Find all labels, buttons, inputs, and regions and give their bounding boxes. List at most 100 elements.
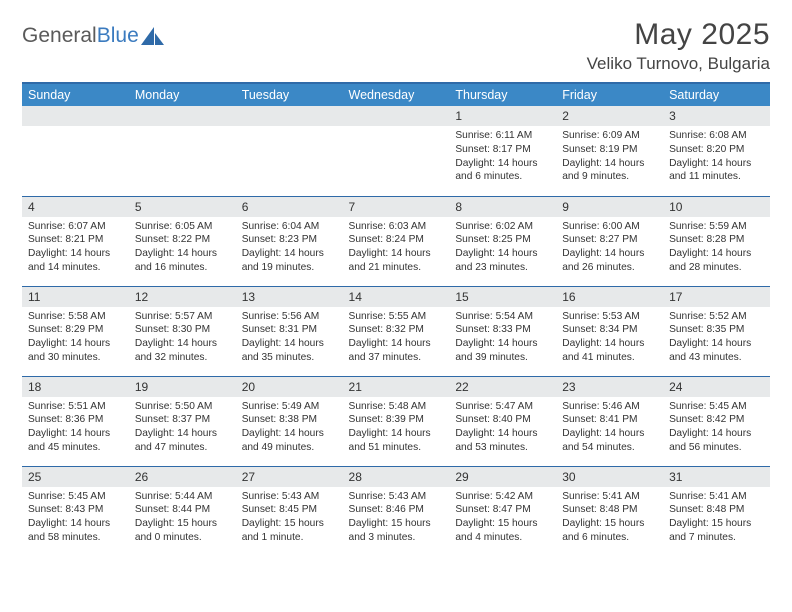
day-d1: Daylight: 15 hours [135, 517, 230, 531]
day-body: Sunrise: 5:42 AMSunset: 8:47 PMDaylight:… [449, 487, 556, 549]
day-d1: Daylight: 14 hours [562, 337, 657, 351]
day-d2: and 30 minutes. [28, 351, 123, 365]
calendar-day-cell: 12Sunrise: 5:57 AMSunset: 8:30 PMDayligh… [129, 286, 236, 376]
day-body: Sunrise: 5:47 AMSunset: 8:40 PMDaylight:… [449, 397, 556, 459]
day-sr: Sunrise: 5:47 AM [455, 400, 550, 414]
calendar-day-cell: 8Sunrise: 6:02 AMSunset: 8:25 PMDaylight… [449, 196, 556, 286]
weekday-header: Wednesday [343, 84, 450, 106]
calendar-day-cell: 7Sunrise: 6:03 AMSunset: 8:24 PMDaylight… [343, 196, 450, 286]
day-number [236, 106, 343, 126]
day-d1: Daylight: 14 hours [28, 427, 123, 441]
day-sr: Sunrise: 5:55 AM [349, 310, 444, 324]
day-sr: Sunrise: 6:02 AM [455, 220, 550, 234]
day-d2: and 49 minutes. [242, 441, 337, 455]
calendar-day-cell [343, 106, 450, 196]
day-sr: Sunrise: 6:07 AM [28, 220, 123, 234]
day-d2: and 3 minutes. [349, 531, 444, 545]
day-d1: Daylight: 14 hours [669, 157, 764, 171]
day-d2: and 54 minutes. [562, 441, 657, 455]
day-sr: Sunrise: 6:11 AM [455, 129, 550, 143]
weekday-header: Saturday [663, 84, 770, 106]
day-ss: Sunset: 8:42 PM [669, 413, 764, 427]
day-number [343, 106, 450, 126]
calendar-day-cell: 6Sunrise: 6:04 AMSunset: 8:23 PMDaylight… [236, 196, 343, 286]
day-body: Sunrise: 5:53 AMSunset: 8:34 PMDaylight:… [556, 307, 663, 369]
day-sr: Sunrise: 5:41 AM [562, 490, 657, 504]
day-d1: Daylight: 14 hours [135, 337, 230, 351]
day-number: 12 [129, 287, 236, 307]
day-ss: Sunset: 8:40 PM [455, 413, 550, 427]
calendar-day-cell: 20Sunrise: 5:49 AMSunset: 8:38 PMDayligh… [236, 376, 343, 466]
weekday-header: Friday [556, 84, 663, 106]
day-number: 25 [22, 467, 129, 487]
day-sr: Sunrise: 5:43 AM [242, 490, 337, 504]
day-d2: and 56 minutes. [669, 441, 764, 455]
day-body: Sunrise: 5:56 AMSunset: 8:31 PMDaylight:… [236, 307, 343, 369]
calendar-header-row: SundayMondayTuesdayWednesdayThursdayFrid… [22, 84, 770, 106]
day-sr: Sunrise: 5:49 AM [242, 400, 337, 414]
day-d2: and 19 minutes. [242, 261, 337, 275]
calendar-day-cell: 25Sunrise: 5:45 AMSunset: 8:43 PMDayligh… [22, 466, 129, 556]
day-body: Sunrise: 5:57 AMSunset: 8:30 PMDaylight:… [129, 307, 236, 369]
day-d2: and 23 minutes. [455, 261, 550, 275]
day-ss: Sunset: 8:31 PM [242, 323, 337, 337]
calendar-day-cell: 28Sunrise: 5:43 AMSunset: 8:46 PMDayligh… [343, 466, 450, 556]
calendar-day-cell: 30Sunrise: 5:41 AMSunset: 8:48 PMDayligh… [556, 466, 663, 556]
calendar-day-cell: 13Sunrise: 5:56 AMSunset: 8:31 PMDayligh… [236, 286, 343, 376]
day-d1: Daylight: 14 hours [28, 247, 123, 261]
weekday-header: Sunday [22, 84, 129, 106]
day-d1: Daylight: 15 hours [669, 517, 764, 531]
day-body: Sunrise: 5:45 AMSunset: 8:43 PMDaylight:… [22, 487, 129, 549]
day-body: Sunrise: 5:51 AMSunset: 8:36 PMDaylight:… [22, 397, 129, 459]
calendar-day-cell: 29Sunrise: 5:42 AMSunset: 8:47 PMDayligh… [449, 466, 556, 556]
day-number: 27 [236, 467, 343, 487]
day-number: 11 [22, 287, 129, 307]
day-ss: Sunset: 8:43 PM [28, 503, 123, 517]
day-ss: Sunset: 8:44 PM [135, 503, 230, 517]
day-number: 22 [449, 377, 556, 397]
weekday-header: Thursday [449, 84, 556, 106]
day-body: Sunrise: 5:43 AMSunset: 8:46 PMDaylight:… [343, 487, 450, 549]
day-number: 31 [663, 467, 770, 487]
day-d2: and 28 minutes. [669, 261, 764, 275]
day-d1: Daylight: 14 hours [28, 517, 123, 531]
day-d1: Daylight: 14 hours [242, 427, 337, 441]
calendar-day-cell: 23Sunrise: 5:46 AMSunset: 8:41 PMDayligh… [556, 376, 663, 466]
day-ss: Sunset: 8:19 PM [562, 143, 657, 157]
day-d1: Daylight: 14 hours [242, 337, 337, 351]
day-ss: Sunset: 8:45 PM [242, 503, 337, 517]
calendar-day-cell: 3Sunrise: 6:08 AMSunset: 8:20 PMDaylight… [663, 106, 770, 196]
day-ss: Sunset: 8:29 PM [28, 323, 123, 337]
day-d2: and 9 minutes. [562, 170, 657, 184]
brand-part2: Blue [97, 24, 139, 48]
day-body: Sunrise: 5:58 AMSunset: 8:29 PMDaylight:… [22, 307, 129, 369]
day-sr: Sunrise: 5:53 AM [562, 310, 657, 324]
day-number: 28 [343, 467, 450, 487]
day-body: Sunrise: 6:00 AMSunset: 8:27 PMDaylight:… [556, 217, 663, 279]
day-ss: Sunset: 8:48 PM [669, 503, 764, 517]
day-number: 17 [663, 287, 770, 307]
day-sr: Sunrise: 5:44 AM [135, 490, 230, 504]
calendar-day-cell: 17Sunrise: 5:52 AMSunset: 8:35 PMDayligh… [663, 286, 770, 376]
day-ss: Sunset: 8:32 PM [349, 323, 444, 337]
calendar-day-cell: 21Sunrise: 5:48 AMSunset: 8:39 PMDayligh… [343, 376, 450, 466]
day-ss: Sunset: 8:33 PM [455, 323, 550, 337]
day-body: Sunrise: 5:54 AMSunset: 8:33 PMDaylight:… [449, 307, 556, 369]
day-body: Sunrise: 5:44 AMSunset: 8:44 PMDaylight:… [129, 487, 236, 549]
calendar-day-cell [22, 106, 129, 196]
day-sr: Sunrise: 6:00 AM [562, 220, 657, 234]
day-number: 6 [236, 197, 343, 217]
day-ss: Sunset: 8:25 PM [455, 233, 550, 247]
day-number: 4 [22, 197, 129, 217]
day-d1: Daylight: 15 hours [562, 517, 657, 531]
day-d1: Daylight: 14 hours [349, 337, 444, 351]
day-d2: and 51 minutes. [349, 441, 444, 455]
header: GeneralBlue May 2025 Veliko Turnovo, Bul… [22, 18, 770, 74]
day-ss: Sunset: 8:39 PM [349, 413, 444, 427]
day-sr: Sunrise: 6:08 AM [669, 129, 764, 143]
day-ss: Sunset: 8:47 PM [455, 503, 550, 517]
day-sr: Sunrise: 5:45 AM [669, 400, 764, 414]
day-d1: Daylight: 15 hours [242, 517, 337, 531]
day-body: Sunrise: 5:41 AMSunset: 8:48 PMDaylight:… [556, 487, 663, 549]
day-body: Sunrise: 5:46 AMSunset: 8:41 PMDaylight:… [556, 397, 663, 459]
